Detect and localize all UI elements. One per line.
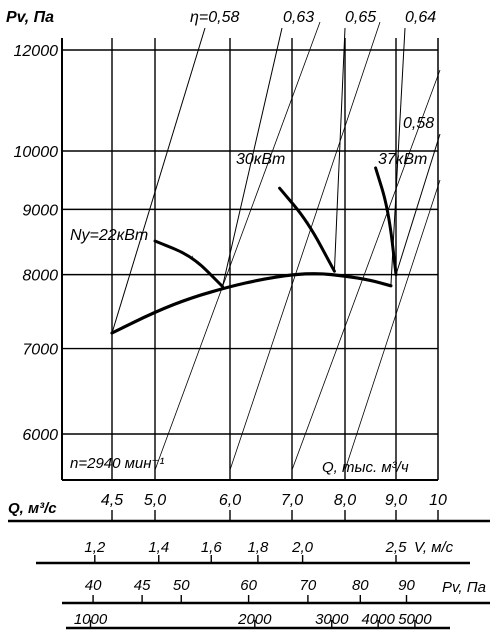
point-0-2 — [192, 296, 193, 298]
point-3-2 — [395, 274, 397, 276]
y-tick-6000: 6000 — [22, 427, 58, 444]
scale-pv-label-0: 40 — [85, 577, 102, 594]
y-tick-8000: 8000 — [22, 268, 58, 285]
scales: Q, м³/с V, м/с Pv, Па 1,2 1,4 1,6 1,8 2,0 2,5… — [8, 500, 490, 630]
scale-v-label-2: 1,6 — [201, 539, 223, 556]
guide-line-2 — [291, 69, 441, 471]
scale-v-label-3: 1,8 — [247, 539, 269, 556]
x-tick-0: 4,5 — [101, 492, 123, 509]
scale-pv-label: Pv, Па — [442, 579, 486, 596]
point-0-6 — [318, 272, 319, 274]
scale-pv2-label-0: 1000 — [74, 611, 108, 628]
point-1-0 — [154, 240, 156, 242]
scale-pv-label-5: 80 — [352, 577, 369, 594]
x-axis-label: Q, тыс. м³/ч — [322, 459, 409, 476]
scale-pv2-label-2: 3000 — [315, 611, 349, 628]
guide-line-3 — [344, 179, 441, 471]
scale-pv2-label-3: 4000 — [361, 611, 395, 628]
point-0-8 — [370, 279, 371, 281]
curves — [110, 166, 398, 335]
scale-q-label: Q, м³/с — [8, 500, 57, 517]
power-label-30: 30кВт — [236, 151, 285, 168]
x-tick-6: 10 — [429, 492, 447, 509]
point-0-3 — [229, 286, 231, 288]
guide-line-0 — [154, 21, 321, 471]
point-0-9 — [390, 285, 392, 287]
scale-pv-label-3: 60 — [240, 577, 257, 594]
scale-pv-label-1: 45 — [134, 577, 151, 594]
power-label-37: 37кВт — [378, 151, 427, 168]
efficiency-label-3: 0,65 — [345, 9, 376, 26]
point-0-0 — [111, 332, 113, 334]
efficiency-ray-1 — [222, 27, 283, 287]
x-tick-5: 9,0 — [385, 492, 407, 509]
point-2-2 — [333, 270, 335, 272]
y-tick-7000: 7000 — [22, 342, 58, 359]
point-0-1 — [154, 311, 156, 313]
series-2 — [278, 186, 336, 273]
series-0 — [110, 272, 393, 335]
scale-v-label-5: 2,5 — [385, 539, 408, 556]
point-1-1 — [192, 255, 193, 257]
series-3 — [374, 166, 398, 277]
x-tick-4: 8,0 — [334, 492, 356, 509]
power-label-22: Ny=22кВт — [70, 227, 148, 244]
scale-pv-label-2: 50 — [173, 577, 190, 594]
scale-v-label: V, м/с — [414, 539, 454, 556]
x-tick-2: 6,0 — [219, 492, 241, 509]
scale-v-label-4: 2,0 — [291, 539, 314, 556]
point-2-0 — [279, 187, 281, 189]
speed-label: n=2940 мин⁻¹ — [70, 455, 164, 472]
y-tick-10000: 10000 — [14, 144, 59, 161]
x-tick-3: 7,0 — [281, 492, 303, 509]
scale-v-label-0: 1,2 — [84, 539, 106, 556]
x-tick-1: 5,0 — [144, 492, 166, 509]
point-0-7 — [344, 275, 346, 277]
y-tick-9000: 9000 — [22, 202, 58, 219]
efficiency-ray-4 — [395, 133, 441, 275]
grid — [61, 38, 439, 481]
scale-pv-label-6: 90 — [398, 577, 415, 594]
y-tick-12000: 12000 — [14, 43, 59, 60]
scale-v-label-1: 1,4 — [148, 539, 169, 556]
point-3-0 — [375, 167, 377, 169]
efficiency-label-5: 0,58 — [403, 115, 434, 132]
scale-pv-label-4: 70 — [300, 577, 317, 594]
efficiency-lines — [111, 21, 441, 471]
point-0-5 — [291, 274, 293, 276]
efficiency-ray-2 — [333, 27, 346, 272]
scale-pv2-label-1: 2000 — [237, 611, 272, 628]
efficiency-ray-0 — [111, 27, 206, 334]
point-3-1 — [387, 208, 389, 210]
efficiency-label-1: η=0,58 — [190, 9, 239, 26]
y-tick-labels: 12000 10000 9000 8000 7000 6000 — [14, 43, 59, 444]
point-0-4 — [260, 278, 262, 280]
series-1 — [153, 239, 224, 288]
x-tick-labels: 4,5 5,0 6,0 7,0 8,0 9,0 10 — [101, 492, 447, 509]
guide-line-1 — [229, 21, 381, 471]
efficiency-label-2: 0,63 — [283, 9, 314, 26]
point-2-1 — [307, 221, 309, 223]
efficiency-label-4: 0,64 — [405, 9, 436, 26]
scale-pv2-label-4: 5000 — [398, 611, 432, 628]
y-axis-label: Pv, Па — [6, 9, 54, 26]
point-1-2 — [222, 286, 223, 288]
